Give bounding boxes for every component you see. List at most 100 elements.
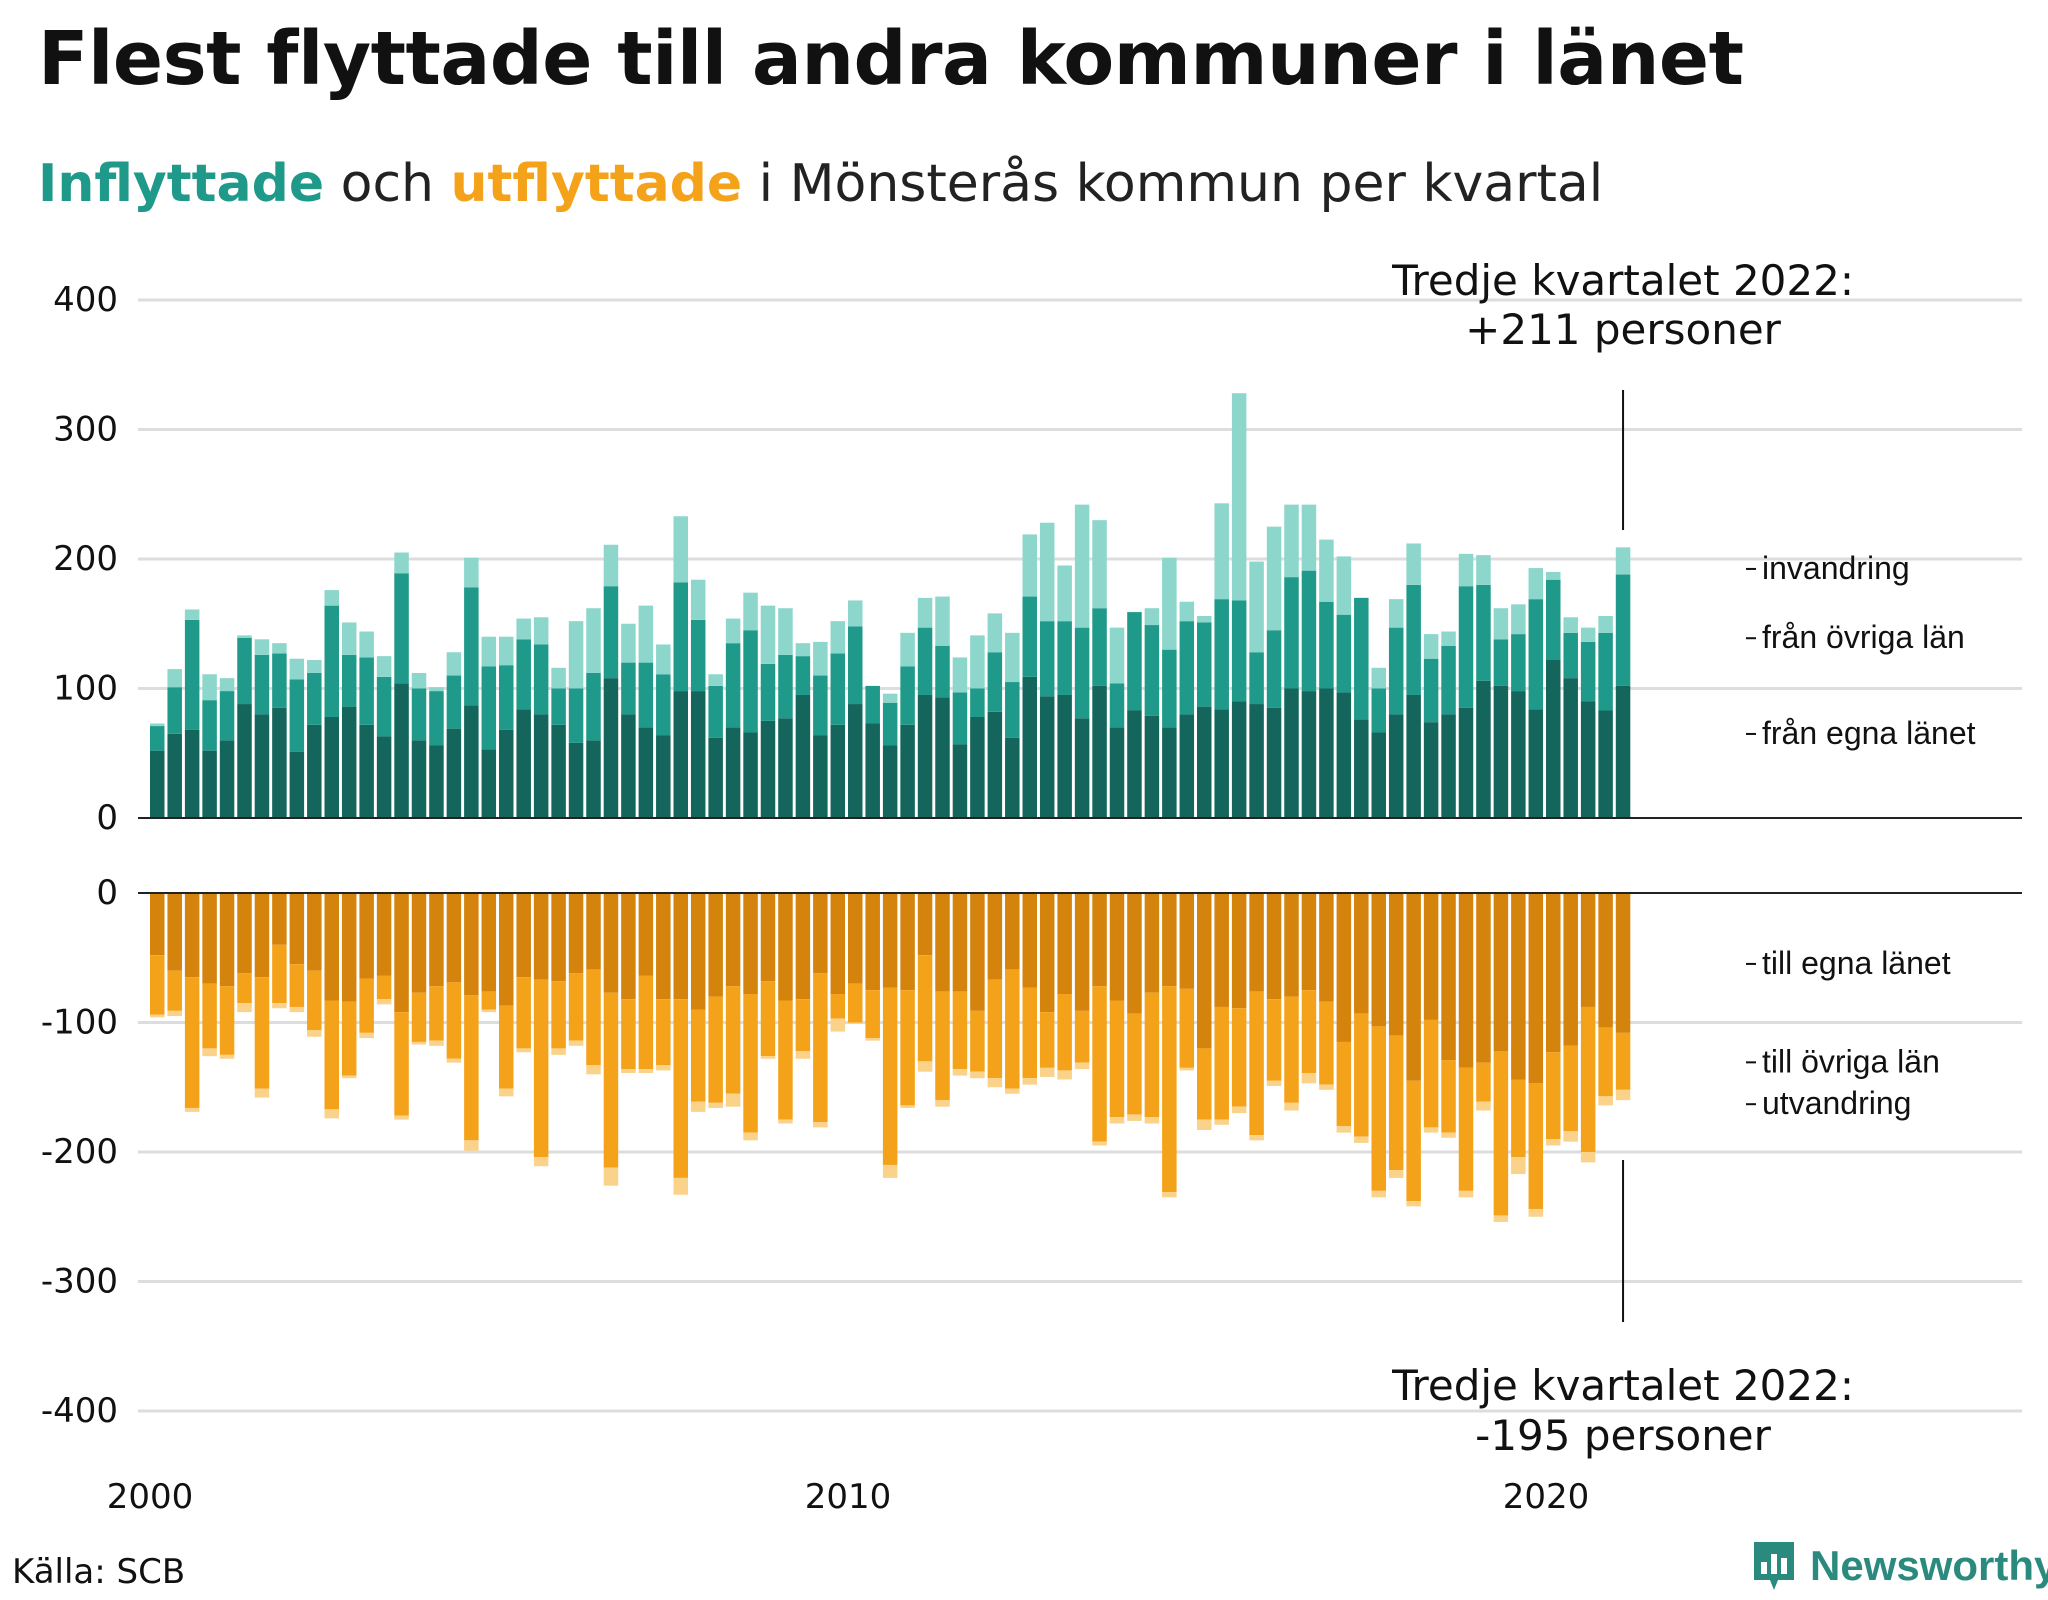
bar-in-other xyxy=(411,688,427,741)
bar-out-own xyxy=(1371,893,1386,1027)
bar-in-own xyxy=(533,714,549,818)
bar-out-other xyxy=(1615,1032,1631,1090)
bar-in-other xyxy=(760,663,776,721)
bar-in-other xyxy=(1005,682,1020,738)
bar-out-other xyxy=(1336,1041,1352,1127)
bar-in-immigration xyxy=(568,621,584,689)
bar-in-own xyxy=(1109,727,1125,818)
bar-in-immigration xyxy=(778,608,793,655)
bar-in-immigration xyxy=(359,631,374,658)
bar-out-own xyxy=(1563,893,1578,1046)
series-label-in-other: från övriga län xyxy=(1762,619,1965,655)
bar-in-own xyxy=(1336,692,1352,818)
bar-out-emigration xyxy=(481,1009,497,1013)
bar-out-other xyxy=(865,990,880,1039)
bar-in-immigration xyxy=(1197,615,1212,623)
bar-out-emigration xyxy=(1214,1119,1229,1125)
bar-in-immigration xyxy=(1615,547,1631,575)
bar-out-own xyxy=(1580,893,1596,1007)
bar-in-own xyxy=(917,694,933,818)
bar-out-emigration xyxy=(551,1048,566,1055)
annotation-top-line2: +211 personer xyxy=(1465,305,1782,354)
bar-in-other xyxy=(324,605,339,717)
bar-in-other xyxy=(1406,584,1421,695)
bar-out-own xyxy=(167,893,182,971)
bar-out-other xyxy=(970,1010,985,1072)
bar-out-other xyxy=(1057,994,1072,1071)
bar-in-own xyxy=(1528,709,1544,818)
bar-in-immigration xyxy=(516,618,531,640)
bar-out-emigration xyxy=(952,1069,968,1076)
bar-out-emigration xyxy=(935,1100,950,1107)
bar-in-own xyxy=(1423,722,1439,818)
brand-logo: Newsworthy xyxy=(1752,1540,2048,1592)
bar-in-immigration xyxy=(1284,504,1299,578)
bar-in-other xyxy=(848,626,863,705)
bar-out-emigration xyxy=(760,1056,776,1059)
bar-in-own xyxy=(481,749,497,818)
bar-out-emigration xyxy=(307,1030,322,1037)
bar-in-own xyxy=(1092,685,1107,818)
bar-in-own xyxy=(1511,691,1526,818)
bar-out-emigration xyxy=(219,1054,235,1059)
bar-out-emigration xyxy=(1598,1096,1613,1106)
bar-in-other xyxy=(184,619,200,730)
bar-out-own xyxy=(1388,893,1404,1036)
bar-out-other xyxy=(376,975,392,1000)
series-label-out-other: till övriga län xyxy=(1762,1043,1940,1079)
bar-in-own xyxy=(760,720,776,818)
bar-out-emigration xyxy=(621,1069,636,1074)
bar-in-own xyxy=(376,736,392,818)
bar-in-own xyxy=(1249,704,1264,818)
bar-in-immigration xyxy=(708,674,723,686)
bar-in-own xyxy=(1231,701,1247,818)
bar-out-emigration xyxy=(690,1101,706,1112)
bar-in-own xyxy=(708,737,723,818)
bar-in-other xyxy=(376,676,392,737)
bar-in-immigration xyxy=(952,657,968,693)
bar-out-own xyxy=(219,893,235,987)
bar-out-other xyxy=(1144,992,1160,1118)
bar-in-immigration xyxy=(1214,503,1229,600)
bar-out-other xyxy=(621,999,636,1070)
bar-out-own xyxy=(603,893,619,993)
bar-out-other xyxy=(341,1001,357,1076)
bar-in-other xyxy=(1511,634,1526,692)
bar-in-immigration xyxy=(725,618,741,644)
bar-out-other xyxy=(586,969,601,1066)
bar-out-other xyxy=(307,970,322,1031)
bar-in-immigration xyxy=(970,635,985,689)
bar-in-own xyxy=(1005,737,1020,818)
series-label-in-own: från egna länet xyxy=(1762,715,1976,751)
bar-out-emigration xyxy=(1580,1152,1596,1163)
bar-out-emigration xyxy=(1074,1062,1090,1070)
bar-in-immigration xyxy=(1249,561,1264,653)
bar-out-own xyxy=(1005,893,1020,970)
bar-in-other xyxy=(970,688,985,717)
bar-in-own xyxy=(987,711,1003,818)
bar-out-own xyxy=(1231,893,1247,1009)
bar-out-emigration xyxy=(359,1032,374,1039)
bar-out-own xyxy=(359,893,374,979)
bar-in-other xyxy=(1039,621,1055,697)
bar-out-emigration xyxy=(1406,1201,1421,1207)
bar-out-own xyxy=(1511,893,1526,1080)
bar-out-other xyxy=(411,992,427,1042)
bar-in-immigration xyxy=(1441,631,1456,646)
bar-out-own xyxy=(987,893,1003,980)
bar-out-own xyxy=(638,893,654,976)
bar-out-emigration xyxy=(324,1109,339,1119)
bar-out-other xyxy=(219,986,235,1055)
bar-out-other xyxy=(778,1000,793,1120)
bar-in-own xyxy=(289,751,305,818)
bar-in-other xyxy=(743,630,758,733)
bar-in-own xyxy=(1406,694,1421,818)
bar-in-other xyxy=(202,700,217,751)
bar-out-own xyxy=(865,893,880,991)
bar-out-emigration xyxy=(533,1157,549,1167)
bar-out-other xyxy=(1546,1052,1561,1140)
bar-in-other xyxy=(1057,621,1072,695)
bar-out-own xyxy=(533,893,549,980)
bar-in-other xyxy=(1598,632,1613,711)
bar-out-emigration xyxy=(795,1050,811,1059)
